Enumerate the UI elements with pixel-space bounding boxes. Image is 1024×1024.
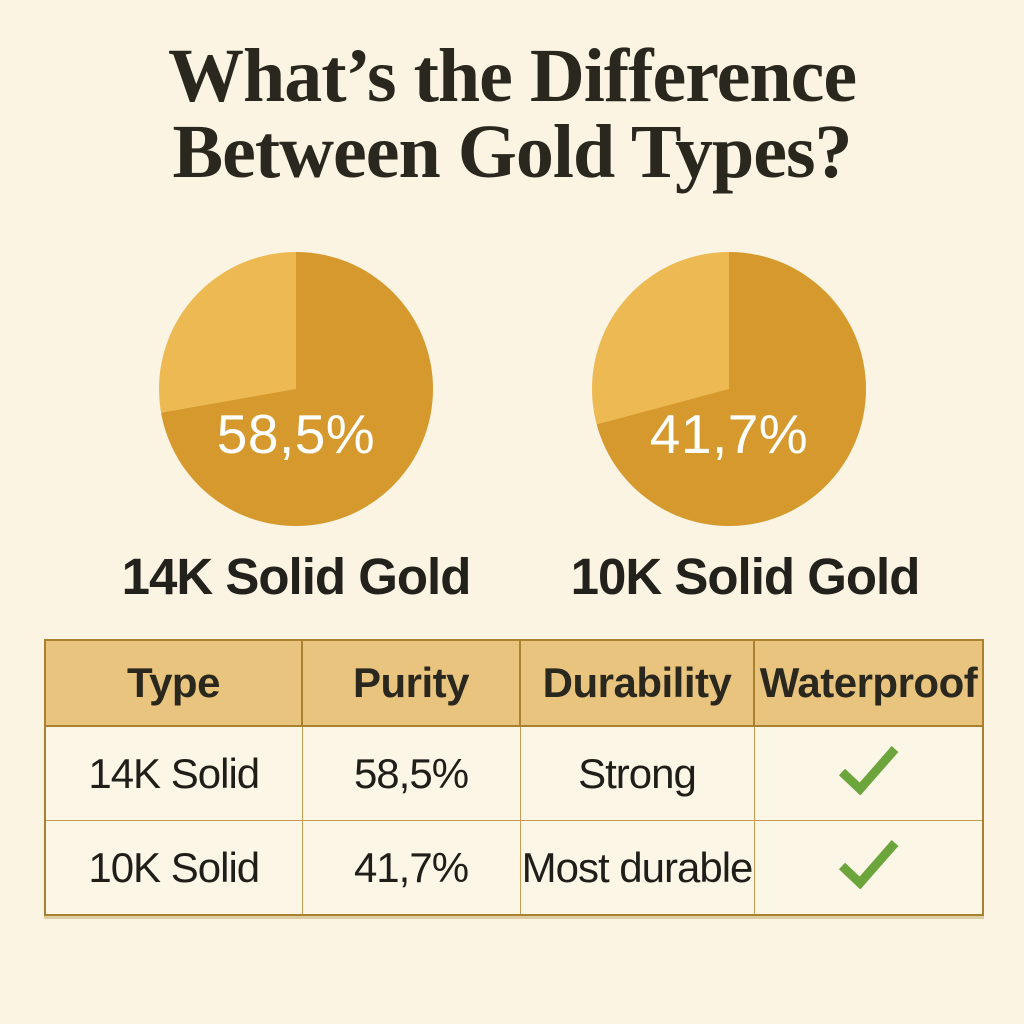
page-title-line-1: What’s the Difference [167, 34, 857, 118]
cell-waterproof-14k [753, 725, 984, 821]
table-row-14k: 14K Solid 58,5% Strong [44, 725, 984, 821]
pie-caption-14k: 14K Solid Gold [121, 548, 472, 605]
page-title: What’s the Difference Between Gold Types… [0, 38, 1024, 190]
cell-durability-14k: Strong [519, 725, 755, 821]
cell-type-14k: 14K Solid [44, 725, 303, 821]
pie-caption-10k: 10K Solid Gold [570, 548, 921, 605]
page-title-line-2: Between Gold Types? [172, 110, 852, 194]
pie-chart-14k: 58,5% [159, 252, 433, 526]
cell-purity-10k: 41,7% [301, 820, 521, 916]
cell-durability-10k: Most durable [519, 820, 755, 916]
comparison-table: Type Purity Durability Waterproof 14K So… [44, 639, 984, 916]
cell-purity-14k: 58,5% [301, 725, 521, 821]
table-row-10k: 10K Solid 41,7% Most durable [44, 820, 984, 916]
cell-waterproof-10k [753, 820, 984, 916]
column-header-waterproof: Waterproof [753, 639, 984, 727]
column-header-type: Type [44, 639, 303, 727]
pie-value-label-10k: 41,7% [649, 403, 809, 465]
cell-type-10k: 10K Solid [44, 820, 303, 916]
column-header-purity: Purity [301, 639, 521, 727]
pie-value-label-14k: 58,5% [216, 403, 376, 465]
checkmark-icon [835, 837, 901, 889]
column-header-durability: Durability [519, 639, 755, 727]
table-header-row: Type Purity Durability Waterproof [44, 639, 984, 727]
pie-chart-10k: 41,7% [592, 252, 866, 526]
checkmark-icon [835, 743, 901, 795]
